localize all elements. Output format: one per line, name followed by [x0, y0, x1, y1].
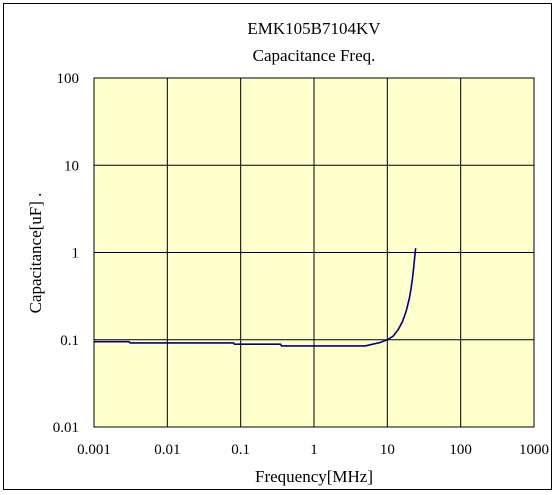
y-axis-label: Capacitance[uF] .	[26, 193, 45, 314]
y-tick-label: 10	[64, 158, 79, 174]
x-tick-label: 100	[449, 442, 472, 458]
x-axis-label: Frequency[MHz]	[255, 467, 373, 486]
y-tick-label: 0.1	[60, 333, 79, 349]
series-line-0	[94, 248, 417, 347]
plot-border	[93, 77, 535, 428]
x-tick-label: 0.1	[231, 442, 250, 458]
x-tick-label: 1000	[519, 442, 549, 458]
chart-subtitle: Capacitance Freq.	[253, 46, 376, 65]
x-tick-label: 10	[380, 442, 395, 458]
tick-labels: 0.001 0.01 0.1 1 10 100 1000 0.01 0.1 1 10 100	[53, 71, 549, 458]
chart-title: EMK105B7104KV	[247, 19, 381, 38]
y-tick-label: 0.01	[53, 420, 79, 436]
y-tick-label: 1	[72, 246, 80, 262]
x-tick-label: 1	[310, 442, 318, 458]
y-tick-label: 100	[57, 71, 80, 87]
x-tick-label: 0.001	[77, 442, 111, 458]
x-tick-label: 0.01	[154, 442, 180, 458]
plot-area	[93, 77, 535, 428]
